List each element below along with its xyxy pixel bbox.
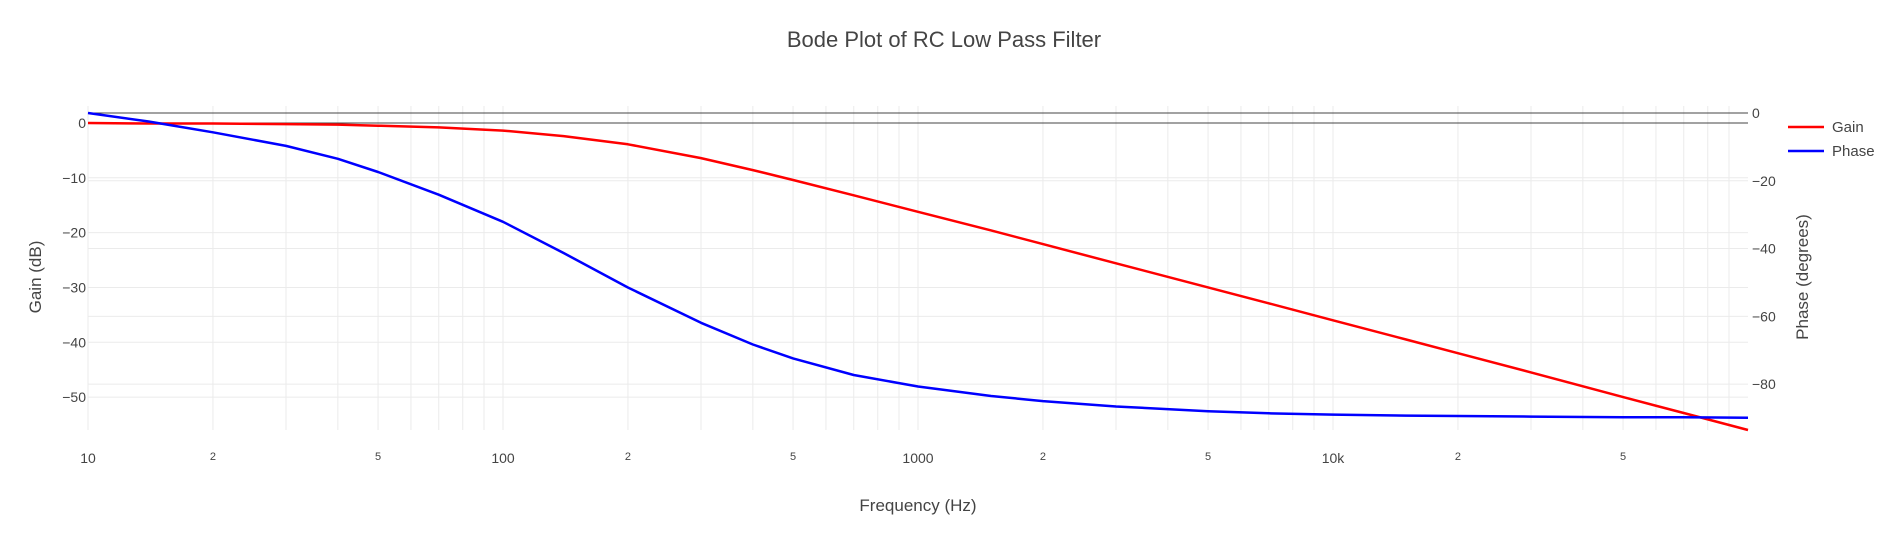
x-axis-title: Frequency (Hz)	[859, 496, 976, 515]
x-tick-label: 5	[1620, 451, 1626, 463]
y-tick-label: −10	[62, 170, 86, 186]
legend-item-gain[interactable]: Gain	[1788, 119, 1864, 136]
x-tick-label: 5	[375, 451, 381, 463]
x-tick-label: 1000	[902, 450, 933, 466]
legend-label: Gain	[1832, 119, 1864, 136]
x-tick-label: 10k	[1322, 450, 1346, 466]
legend-item-phase[interactable]: Phase	[1788, 143, 1875, 160]
series-line-gain	[87, 121, 1749, 432]
x-tick-label: 2	[1455, 451, 1461, 463]
y2-tick-label: 0	[1752, 105, 1760, 121]
y2-tick-label: −40	[1752, 241, 1776, 257]
y2-tick-label: −60	[1752, 308, 1776, 324]
series-line-phase	[87, 111, 1749, 419]
x-tick-label: 100	[491, 450, 515, 466]
series-layer	[87, 111, 1749, 432]
x-tick-label: 5	[790, 451, 796, 463]
axis-layer: 10 2 5 100 2 5 1000 2 5 10k 2 5 0 −10 −20 −30 −40 −50 0 −20…	[62, 105, 1776, 466]
y-tick-label: −30	[62, 279, 86, 295]
x-tick-label: 2	[210, 451, 216, 463]
y-tick-label: −40	[62, 334, 86, 350]
grid-layer	[87, 106, 1748, 430]
x-tick-label: 2	[1040, 451, 1046, 463]
chart-title: Bode Plot of RC Low Pass Filter	[787, 27, 1101, 52]
y2-tick-label: −20	[1752, 173, 1776, 189]
legend[interactable]: Gain Phase	[1788, 119, 1875, 160]
y2-axis-title: Phase (degrees)	[1793, 214, 1812, 340]
x-tick-label: 5	[1205, 451, 1211, 463]
y-tick-label: −20	[62, 225, 86, 241]
legend-label: Phase	[1832, 143, 1875, 160]
y2-tick-label: −80	[1752, 376, 1776, 392]
y-tick-label: 0	[78, 115, 86, 131]
x-tick-label: 10	[80, 450, 96, 466]
y-tick-label: −50	[62, 389, 86, 405]
y-axis-title: Gain (dB)	[26, 241, 45, 314]
x-tick-label: 2	[625, 451, 631, 463]
